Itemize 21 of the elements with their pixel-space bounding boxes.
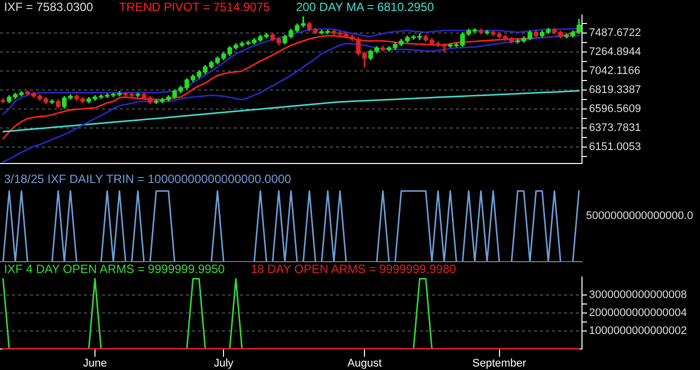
text: 200 DAY MA = 6810.2950 [296, 0, 434, 14]
chart-title: IXF = 7583.0300 [4, 0, 94, 14]
y-tick-label: 6373.7831 [589, 122, 641, 134]
x-tick-label: July [214, 357, 234, 370]
y-tick-label: 6151.0053 [589, 141, 641, 154]
y-tick-label: 7264.8944 [589, 46, 641, 58]
x-tick-label: August [347, 357, 382, 370]
y-tick-label: 6819.3387 [589, 84, 641, 96]
y-tick-label: 2000000000000004 [589, 306, 687, 319]
text: 5000000000000000.0 [586, 210, 694, 222]
y-tick-label: 7042.1166 [589, 65, 640, 78]
text: 18 DAY OPEN ARMS = 9999999.9980 [250, 262, 456, 276]
y-tick-label: 7487.6722 [589, 27, 641, 40]
series-label: 3/18/25 IXF DAILY TRIN = 10000000000000000.0000 [4, 172, 292, 186]
x-tick-label: September [472, 357, 527, 370]
text: TREND PIVOT = 7514.9075 [119, 0, 270, 14]
y-tick-label: 1000000000000002 [589, 324, 687, 337]
y-tick-label: 3000000000000008 [589, 288, 687, 301]
y-tick-label: 6596.5609 [589, 103, 641, 116]
x-tick-label: June [83, 357, 107, 370]
series-label: IXF 4 DAY OPEN ARMS = 9999999.9950 [4, 262, 225, 276]
